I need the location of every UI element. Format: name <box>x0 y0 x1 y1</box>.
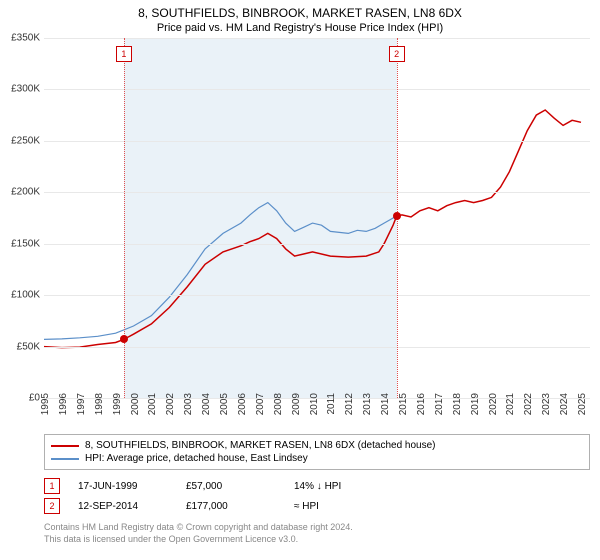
sale-row: 1 17-JUN-1999 £57,000 14% ↓ HPI <box>44 476 590 496</box>
x-tick-label: 2002 <box>165 393 176 415</box>
y-tick-label: £200K <box>11 187 44 198</box>
sale-index-box: 2 <box>44 498 60 514</box>
x-tick-label: 2001 <box>147 393 158 415</box>
x-tick-label: 2004 <box>201 393 212 415</box>
x-tick-label: 1999 <box>112 393 123 415</box>
sale-price: £177,000 <box>186 501 276 512</box>
chart-svg <box>44 38 590 398</box>
sale-delta: 14% ↓ HPI <box>294 481 384 492</box>
y-tick-label: £50K <box>17 341 44 352</box>
x-tick-label: 2016 <box>416 393 427 415</box>
legend-swatch <box>51 445 79 447</box>
x-tick-label: 2015 <box>398 393 409 415</box>
x-tick-label: 1998 <box>94 393 105 415</box>
marker-line-1 <box>124 38 125 398</box>
x-tick-label: 2020 <box>488 393 499 415</box>
x-tick-label: 2005 <box>219 393 230 415</box>
x-tick-label: 2000 <box>130 393 141 415</box>
x-tick-label: 1996 <box>58 393 69 415</box>
footer: Contains HM Land Registry data © Crown c… <box>44 522 590 545</box>
x-tick-label: 2025 <box>577 393 588 415</box>
marker-box-1: 1 <box>116 46 132 62</box>
gridline <box>44 38 590 39</box>
chart-title: 8, SOUTHFIELDS, BINBROOK, MARKET RASEN, … <box>0 0 600 20</box>
x-tick-label: 2021 <box>505 393 516 415</box>
gridline <box>44 295 590 296</box>
legend-label: 8, SOUTHFIELDS, BINBROOK, MARKET RASEN, … <box>85 440 436 451</box>
chart-area: £0£50K£100K£150K£200K£250K£300K£350K1995… <box>44 38 590 398</box>
chart-subtitle: Price paid vs. HM Land Registry's House … <box>0 20 600 38</box>
y-tick-label: £100K <box>11 290 44 301</box>
y-tick-label: £350K <box>11 33 44 44</box>
sale-date: 12-SEP-2014 <box>78 501 168 512</box>
gridline <box>44 192 590 193</box>
sale-dot-1 <box>120 335 128 343</box>
legend-swatch <box>51 458 79 460</box>
sale-date: 17-JUN-1999 <box>78 481 168 492</box>
y-tick-label: £250K <box>11 135 44 146</box>
sales-table: 1 17-JUN-1999 £57,000 14% ↓ HPI 2 12-SEP-2014… <box>44 476 590 516</box>
x-tick-label: 1995 <box>40 393 51 415</box>
legend: 8, SOUTHFIELDS, BINBROOK, MARKET RASEN, … <box>44 434 590 470</box>
x-tick-label: 2017 <box>434 393 445 415</box>
x-tick-label: 2023 <box>541 393 552 415</box>
gridline <box>44 89 590 90</box>
gridline <box>44 244 590 245</box>
x-tick-label: 2019 <box>470 393 481 415</box>
x-tick-label: 2007 <box>255 393 266 415</box>
x-tick-label: 2013 <box>362 393 373 415</box>
sale-delta: ≈ HPI <box>294 501 384 512</box>
x-tick-label: 2006 <box>237 393 248 415</box>
sale-index-box: 1 <box>44 478 60 494</box>
y-tick-label: £150K <box>11 238 44 249</box>
footer-line-1: Contains HM Land Registry data © Crown c… <box>44 522 590 534</box>
x-tick-label: 2008 <box>273 393 284 415</box>
chart-container: 8, SOUTHFIELDS, BINBROOK, MARKET RASEN, … <box>0 0 600 560</box>
gridline <box>44 141 590 142</box>
x-tick-label: 2003 <box>183 393 194 415</box>
series-blue <box>44 203 397 340</box>
x-tick-label: 1997 <box>76 393 87 415</box>
legend-row: 8, SOUTHFIELDS, BINBROOK, MARKET RASEN, … <box>51 439 583 452</box>
legend-label: HPI: Average price, detached house, East… <box>85 453 308 464</box>
footer-line-2: This data is licensed under the Open Gov… <box>44 534 590 546</box>
gridline <box>44 347 590 348</box>
x-tick-label: 2009 <box>291 393 302 415</box>
sale-row: 2 12-SEP-2014 £177,000 ≈ HPI <box>44 496 590 516</box>
x-tick-label: 2018 <box>452 393 463 415</box>
y-tick-label: £300K <box>11 84 44 95</box>
x-tick-label: 2010 <box>309 393 320 415</box>
x-tick-label: 2024 <box>559 393 570 415</box>
sale-dot-2 <box>393 212 401 220</box>
x-tick-label: 2022 <box>523 393 534 415</box>
x-tick-label: 2011 <box>326 393 337 415</box>
marker-box-2: 2 <box>389 46 405 62</box>
sale-price: £57,000 <box>186 481 276 492</box>
x-tick-label: 2014 <box>380 393 391 415</box>
legend-row: HPI: Average price, detached house, East… <box>51 452 583 465</box>
x-tick-label: 2012 <box>344 393 355 415</box>
